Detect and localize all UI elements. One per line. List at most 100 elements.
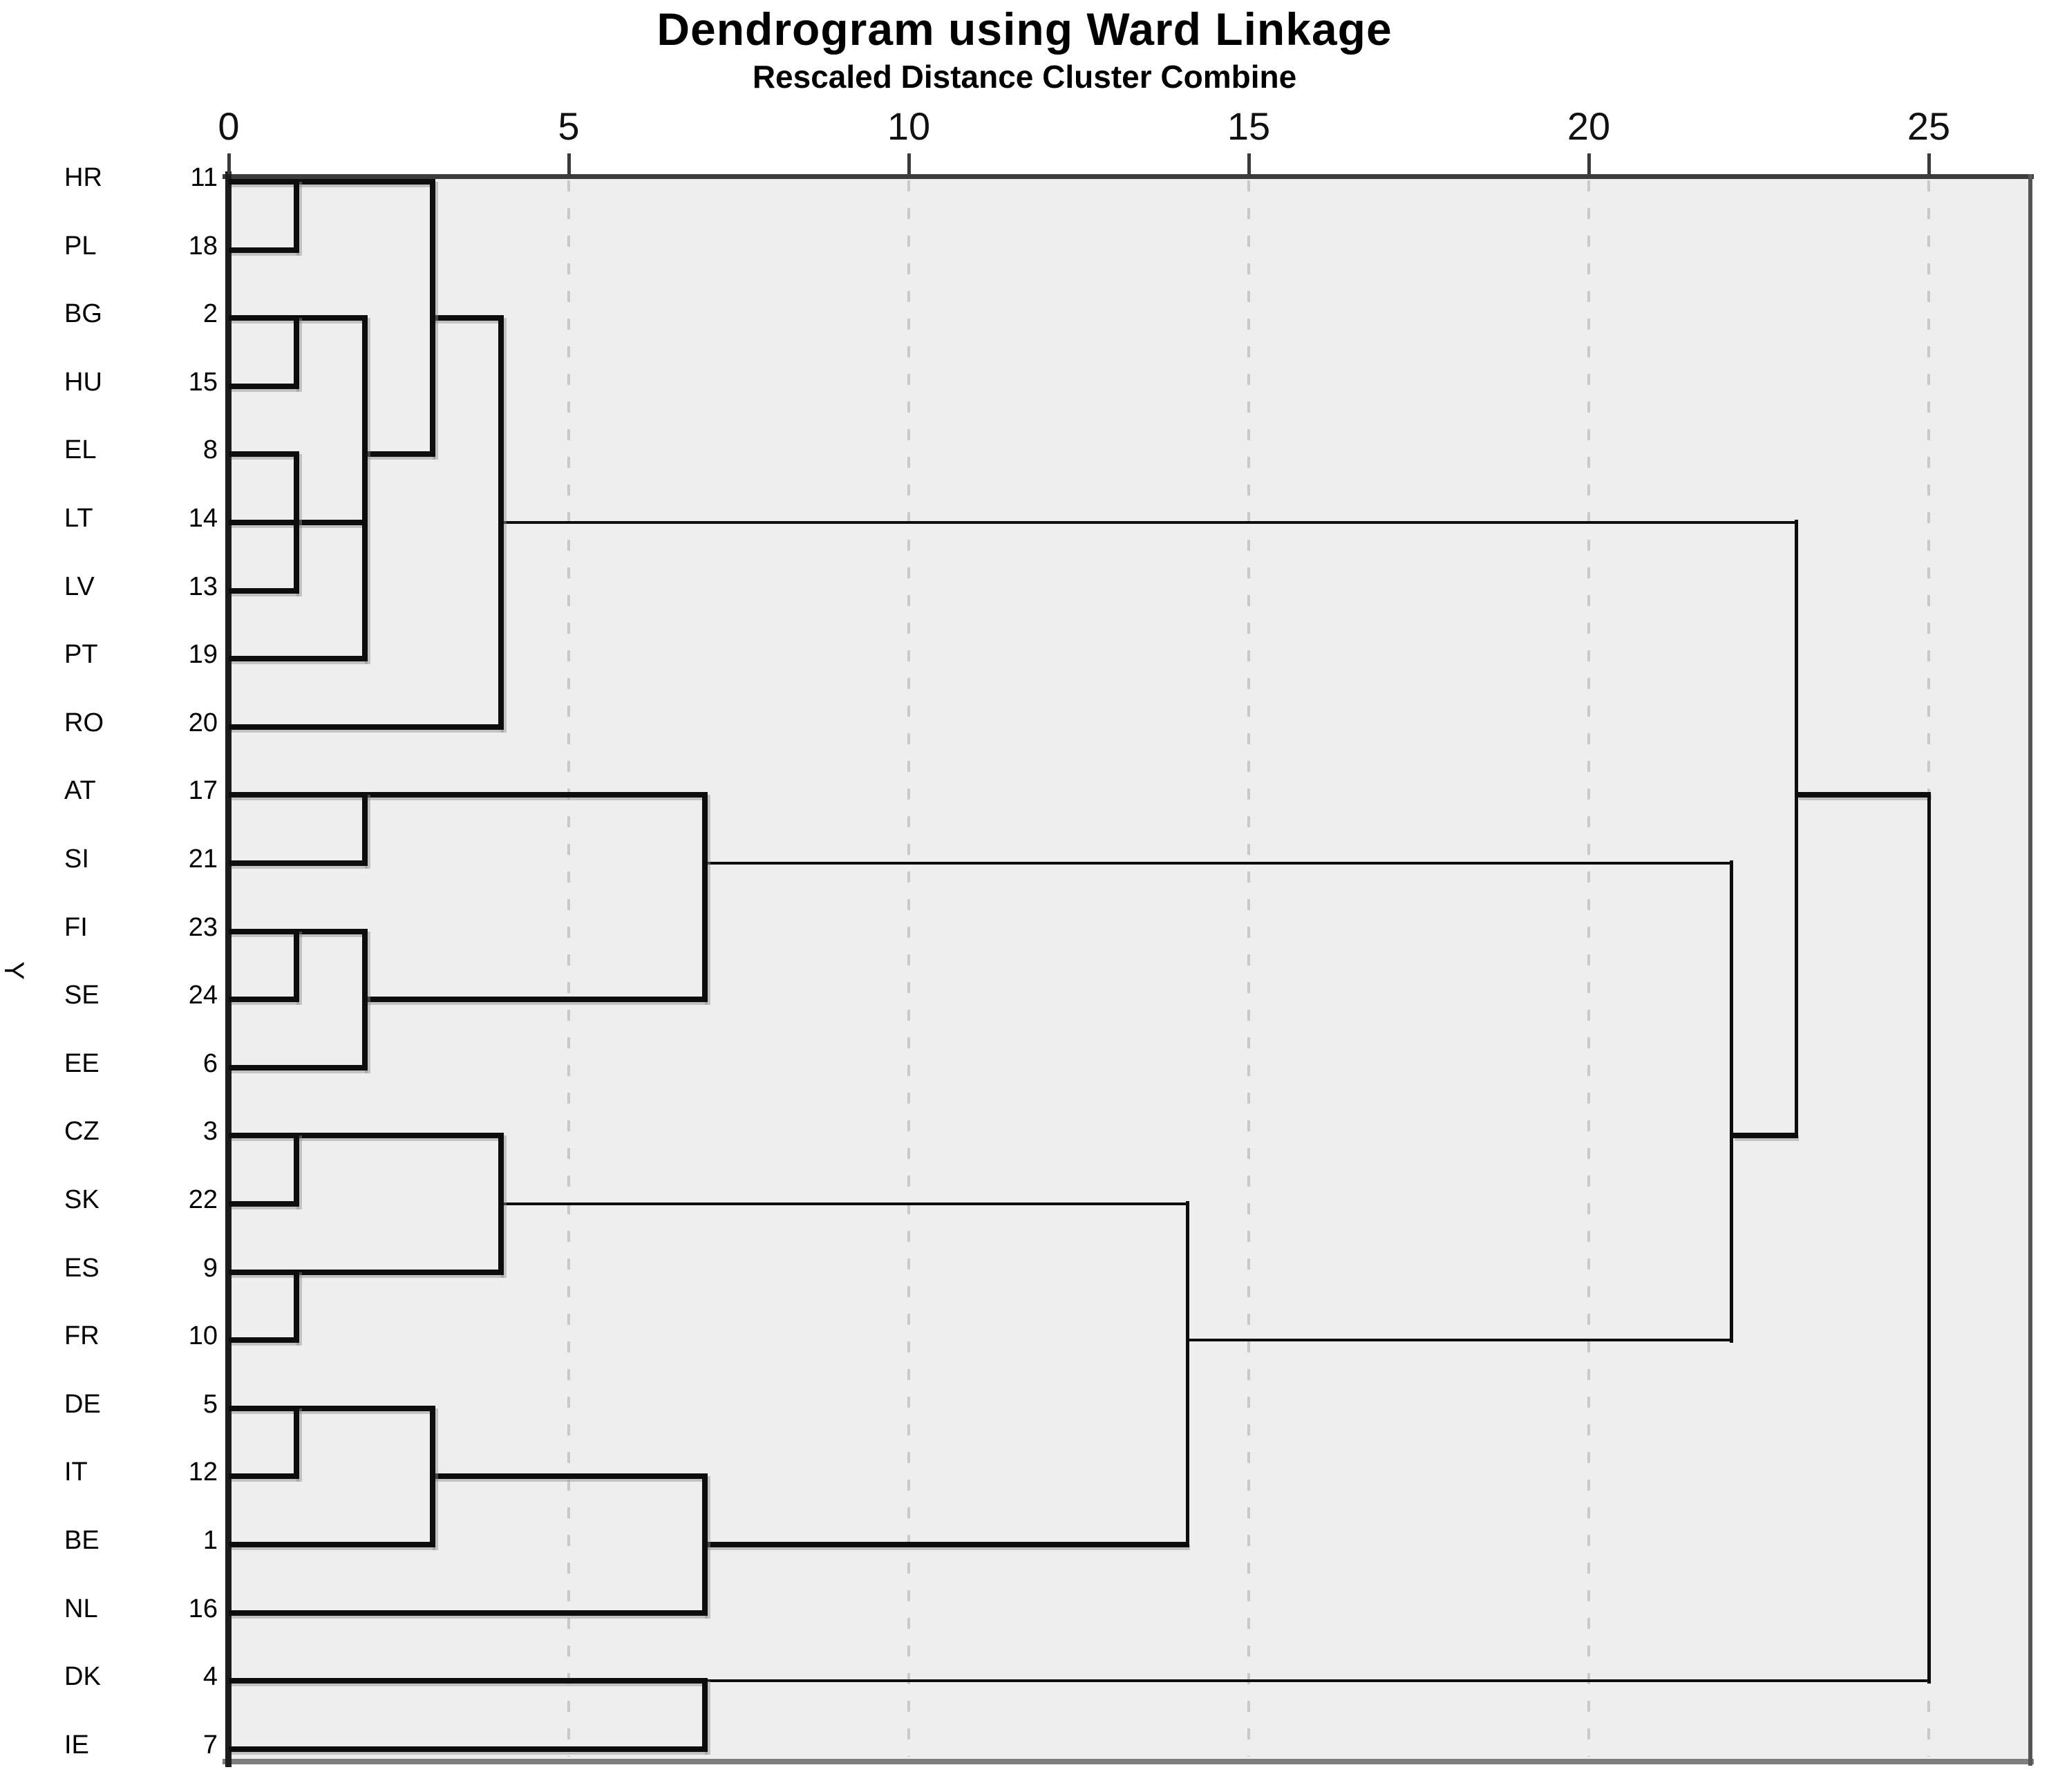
plot-frame-left bbox=[225, 171, 232, 1767]
row-label-HU: HU bbox=[64, 367, 102, 397]
dendrogram-vsegment bbox=[294, 1405, 300, 1480]
dendrogram-vsegment bbox=[430, 179, 436, 458]
row-casenum-DK: 4 bbox=[202, 1662, 218, 1692]
dendrogram-hsegment bbox=[500, 1202, 1188, 1205]
dendrogram-hsegment bbox=[229, 1610, 705, 1616]
dendrogram-hsegment bbox=[364, 997, 705, 1003]
row-casenum-IT: 12 bbox=[188, 1458, 218, 1487]
plot-frame-bottom bbox=[223, 1759, 2034, 1764]
dendrogram-hsegment bbox=[704, 1679, 1929, 1683]
row-casenum-CZ: 3 bbox=[202, 1117, 218, 1147]
axis-tick-10 bbox=[907, 153, 911, 174]
dendrogram-hsegment bbox=[433, 315, 501, 321]
row-label-LV: LV bbox=[64, 572, 95, 601]
dendrogram-vsegment bbox=[701, 1473, 708, 1616]
plot-frame-top bbox=[223, 174, 2034, 179]
dendrogram-hsegment bbox=[1796, 792, 1929, 798]
dendrogram-hsegment bbox=[229, 1542, 433, 1547]
dendrogram-vsegment bbox=[294, 315, 300, 389]
y-axis-label: Y bbox=[0, 961, 29, 980]
row-casenum-HU: 15 bbox=[188, 367, 218, 397]
axis-tick-25 bbox=[1927, 153, 1931, 174]
row-label-DK: DK bbox=[64, 1662, 101, 1692]
row-casenum-FI: 23 bbox=[188, 912, 218, 942]
dendrogram-hsegment bbox=[500, 521, 1797, 524]
dendrogram-hsegment bbox=[229, 1133, 501, 1139]
dendrogram-vsegment bbox=[1730, 860, 1734, 1343]
dendrogram-vsegment bbox=[1927, 792, 1931, 1684]
row-casenum-DE: 5 bbox=[202, 1389, 218, 1419]
dendrogram-vsegment bbox=[1185, 1201, 1189, 1547]
dendrogram-hsegment bbox=[229, 1337, 297, 1343]
row-casenum-AT: 17 bbox=[188, 776, 218, 806]
row-casenum-EL: 8 bbox=[202, 435, 218, 465]
dendrogram-hsegment bbox=[704, 1542, 1188, 1547]
axis-tick-label-20: 20 bbox=[1567, 104, 1611, 148]
row-label-SE: SE bbox=[64, 981, 100, 1010]
dendrogram-vsegment bbox=[361, 315, 368, 662]
row-label-CZ: CZ bbox=[64, 1117, 100, 1147]
row-casenum-BG: 2 bbox=[202, 299, 218, 329]
axis-tick-20 bbox=[1587, 153, 1591, 174]
row-casenum-LT: 14 bbox=[188, 504, 218, 533]
row-casenum-NL: 16 bbox=[188, 1594, 218, 1623]
dendrogram-hsegment bbox=[229, 1678, 705, 1684]
axis-tick-label-0: 0 bbox=[218, 104, 240, 148]
dendrogram-hsegment bbox=[229, 1473, 297, 1480]
row-casenum-SI: 21 bbox=[188, 845, 218, 874]
gridline-20 bbox=[1587, 180, 1590, 1757]
dendrogram-hsegment bbox=[229, 1201, 297, 1207]
dendrogram-vsegment bbox=[1794, 520, 1798, 1139]
dendrogram-vsegment bbox=[294, 451, 300, 594]
dendrogram-hsegment bbox=[229, 792, 705, 798]
row-casenum-PL: 18 bbox=[188, 231, 218, 261]
dendrogram-hsegment bbox=[1731, 1133, 1797, 1139]
chart-subtitle: Rescaled Distance Cluster Combine bbox=[752, 59, 1297, 95]
dendrogram-vsegment bbox=[498, 315, 504, 730]
gridline-5 bbox=[567, 180, 570, 1757]
plot-frame-right bbox=[2028, 174, 2032, 1766]
dendrogram-hsegment bbox=[229, 724, 501, 730]
dendrogram-hsegment bbox=[229, 1746, 705, 1752]
dendrogram-hsegment bbox=[229, 247, 297, 253]
dendrogram-hsegment bbox=[364, 451, 433, 458]
row-label-RO: RO bbox=[64, 708, 104, 737]
dendrogram-hsegment bbox=[229, 1269, 501, 1275]
plot-area bbox=[229, 176, 2030, 1762]
row-casenum-EE: 6 bbox=[202, 1048, 218, 1078]
row-label-FR: FR bbox=[64, 1321, 100, 1351]
chart-title: Dendrogram using Ward Linkage bbox=[657, 3, 1392, 55]
row-label-DE: DE bbox=[64, 1389, 101, 1419]
dendrogram-hsegment bbox=[1187, 1339, 1732, 1342]
row-label-ES: ES bbox=[64, 1253, 100, 1283]
row-label-PL: PL bbox=[64, 231, 97, 261]
row-casenum-HR: 11 bbox=[190, 163, 218, 192]
dendrogram-vsegment bbox=[701, 1678, 708, 1752]
gridline-15 bbox=[1247, 180, 1250, 1757]
row-label-HR: HR bbox=[64, 163, 102, 192]
row-casenum-LV: 13 bbox=[188, 572, 218, 601]
row-label-PT: PT bbox=[64, 640, 98, 670]
row-label-AT: AT bbox=[64, 776, 96, 806]
dendrogram-hsegment bbox=[433, 1473, 705, 1480]
dendrogram-vsegment bbox=[498, 1133, 504, 1275]
axis-tick-15 bbox=[1247, 153, 1251, 174]
axis-tick-label-10: 10 bbox=[887, 104, 931, 148]
dendrogram-hsegment bbox=[229, 179, 433, 185]
dendrogram-hsegment bbox=[229, 860, 365, 866]
row-label-BG: BG bbox=[64, 299, 102, 329]
axis-tick-0 bbox=[227, 153, 231, 174]
row-label-FI: FI bbox=[64, 912, 88, 942]
row-label-EE: EE bbox=[64, 1048, 100, 1078]
axis-tick-label-5: 5 bbox=[558, 104, 580, 148]
dendrogram-hsegment bbox=[229, 656, 365, 662]
row-label-BE: BE bbox=[64, 1526, 100, 1555]
row-casenum-ES: 9 bbox=[202, 1253, 218, 1283]
dendrogram-vsegment bbox=[294, 179, 300, 253]
gridline-10 bbox=[907, 180, 910, 1757]
dendrogram-hsegment bbox=[704, 862, 1732, 865]
row-label-SK: SK bbox=[64, 1185, 100, 1214]
dendrogram-vsegment bbox=[294, 1133, 300, 1207]
row-label-EL: EL bbox=[64, 435, 97, 465]
